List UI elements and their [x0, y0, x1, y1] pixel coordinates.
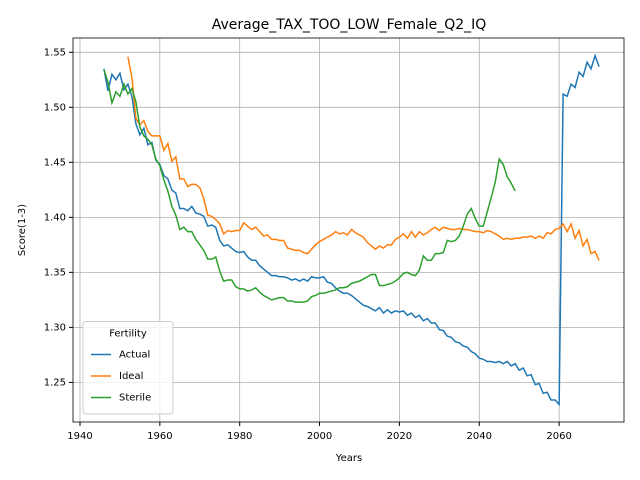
- y-tick-label: 1.40: [44, 212, 66, 223]
- x-axis-label: Years: [335, 453, 362, 464]
- y-tick-label: 1.35: [44, 267, 66, 278]
- line-series: [127, 56, 600, 261]
- legend-label: Sterile: [119, 393, 151, 404]
- line-series: [103, 69, 516, 303]
- legend-label: Actual: [119, 350, 150, 361]
- y-tick-label: 1.45: [44, 157, 66, 168]
- y-tick-label: 1.55: [44, 47, 66, 58]
- legend-label: Ideal: [119, 371, 143, 382]
- y-tick-label: 1.50: [44, 102, 66, 113]
- x-tick-label: 2040: [467, 431, 492, 442]
- chart-title: Average_TAX_TOO_LOW_Female_Q2_IQ: [212, 17, 487, 33]
- y-tick-label: 1.30: [44, 322, 66, 333]
- legend-box: [82, 321, 174, 415]
- x-tick-label: 2000: [307, 431, 332, 442]
- y-tick-label: 1.25: [44, 377, 66, 388]
- x-tick-label: 1960: [147, 431, 172, 442]
- plot-frame: [72, 37, 625, 423]
- line-series: [103, 53, 600, 407]
- x-tick-label: 2020: [387, 431, 412, 442]
- legend-title: Fertility: [109, 329, 147, 340]
- y-axis-label: Score(1-3): [17, 204, 28, 256]
- x-tick-label: 1980: [227, 431, 252, 442]
- x-tick-label: 1940: [67, 431, 92, 442]
- x-tick-label: 2060: [546, 431, 571, 442]
